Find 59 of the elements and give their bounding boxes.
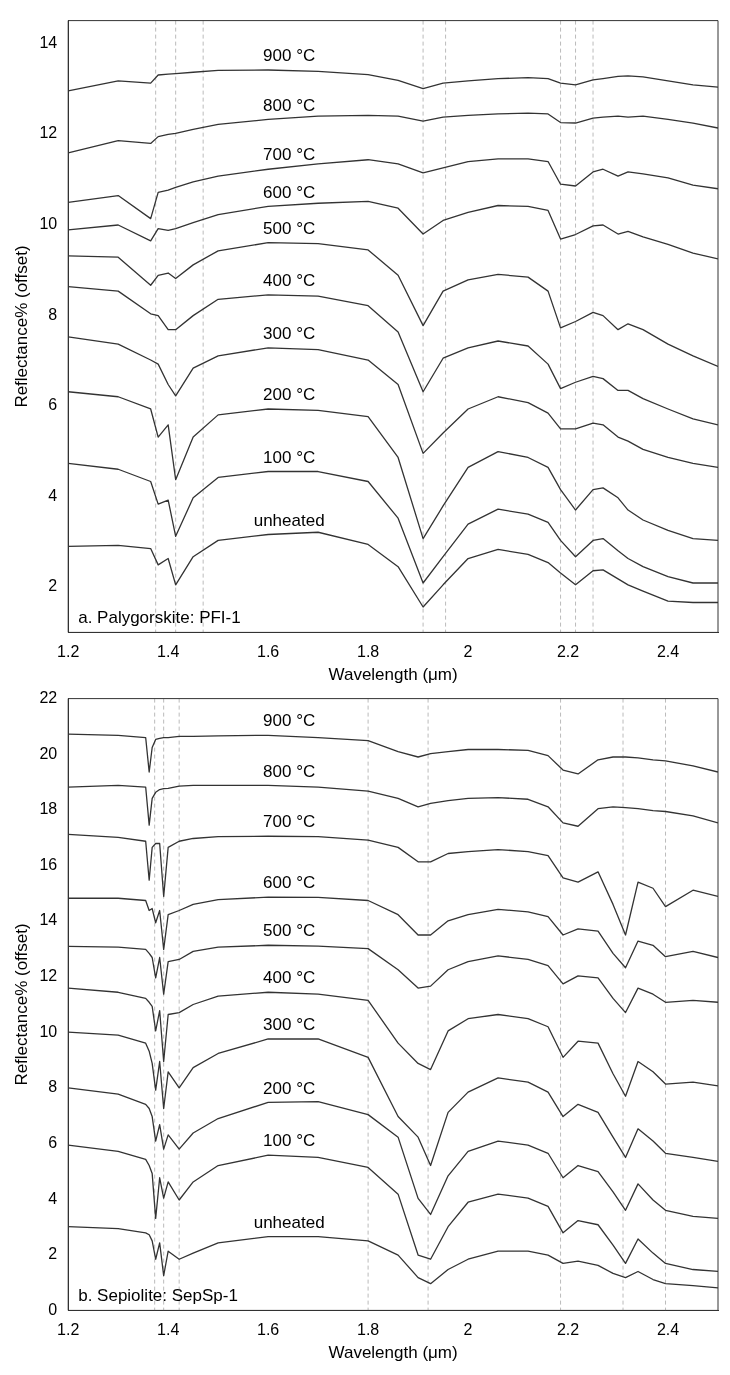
x-axis-title: Wavelength (μm): [328, 1343, 458, 1363]
series-label: 900 °C: [263, 46, 316, 66]
x-tick-label: 1.4: [157, 643, 180, 661]
series-label: 200 °C: [263, 385, 316, 405]
y-tick-label: 14: [39, 33, 58, 51]
series-label: 800 °C: [263, 761, 316, 781]
y-tick-label: 12: [39, 967, 58, 985]
series-label: 300 °C: [263, 1015, 316, 1035]
y-tick-label: 8: [48, 305, 58, 323]
x-tick-label: 1.8: [356, 1321, 380, 1339]
annotation: a. Palygorskite: PFI-1: [78, 607, 241, 627]
x-axis-title: Wavelength (μm): [328, 665, 458, 685]
series-label: 300 °C: [263, 323, 316, 343]
y-tick-label: 4: [48, 1189, 58, 1207]
y-tick-label: 2: [48, 577, 58, 595]
y-axis-title: Reflectance% (offset): [11, 923, 31, 1086]
y-tick-label: 8: [48, 1078, 58, 1096]
series-label: unheated: [253, 510, 325, 530]
y-tick-label: 20: [39, 744, 58, 762]
series-label: 700 °C: [263, 812, 316, 832]
y-axis-title: Reflectance% (offset): [11, 245, 31, 408]
x-tick-label: 2: [463, 1321, 473, 1339]
x-tick-label: 2.2: [556, 1321, 580, 1339]
annotation: b. Sepiolite: SepSp-1: [78, 1285, 238, 1305]
y-tick-label: 4: [48, 486, 58, 504]
series-label: 600 °C: [263, 182, 316, 202]
x-tick-label: 1.4: [157, 1321, 180, 1339]
x-tick-label: 2.4: [656, 1321, 680, 1339]
series-label: 100 °C: [263, 447, 316, 467]
series-label: unheated: [253, 1212, 325, 1232]
series-label: 100 °C: [263, 1131, 316, 1151]
series-label: 400 °C: [263, 968, 316, 988]
y-tick-label: 6: [48, 396, 58, 414]
x-tick-label: 2.2: [556, 643, 580, 661]
x-tick-label: 1.8: [356, 643, 380, 661]
y-tick-label: 10: [39, 214, 58, 232]
series-label: 500 °C: [263, 921, 316, 941]
x-tick-label: 1.6: [257, 1321, 280, 1339]
series-label: 800 °C: [263, 95, 316, 115]
y-tick-label: 2: [48, 1245, 58, 1263]
series-label: 200 °C: [263, 1078, 316, 1098]
x-tick-label: 2: [463, 643, 473, 661]
y-tick-label: 0: [48, 1300, 58, 1318]
y-tick-label: 14: [39, 911, 58, 929]
x-tick-label: 1.6: [257, 643, 280, 661]
series-label: 400 °C: [263, 270, 316, 290]
x-tick-label: 1.2: [57, 1321, 80, 1339]
series-label: 700 °C: [263, 145, 316, 165]
series-label: 600 °C: [263, 873, 316, 893]
y-tick-label: 18: [39, 800, 58, 818]
x-tick-label: 1.2: [57, 643, 80, 661]
series-label: 900 °C: [263, 711, 316, 731]
y-tick-label: 12: [39, 124, 58, 142]
y-tick-label: 16: [39, 855, 58, 873]
series-label: 500 °C: [263, 218, 316, 238]
y-tick-label: 10: [39, 1022, 58, 1040]
x-tick-label: 2.4: [656, 643, 680, 661]
y-tick-label: 22: [39, 689, 58, 707]
y-tick-label: 6: [48, 1133, 58, 1151]
